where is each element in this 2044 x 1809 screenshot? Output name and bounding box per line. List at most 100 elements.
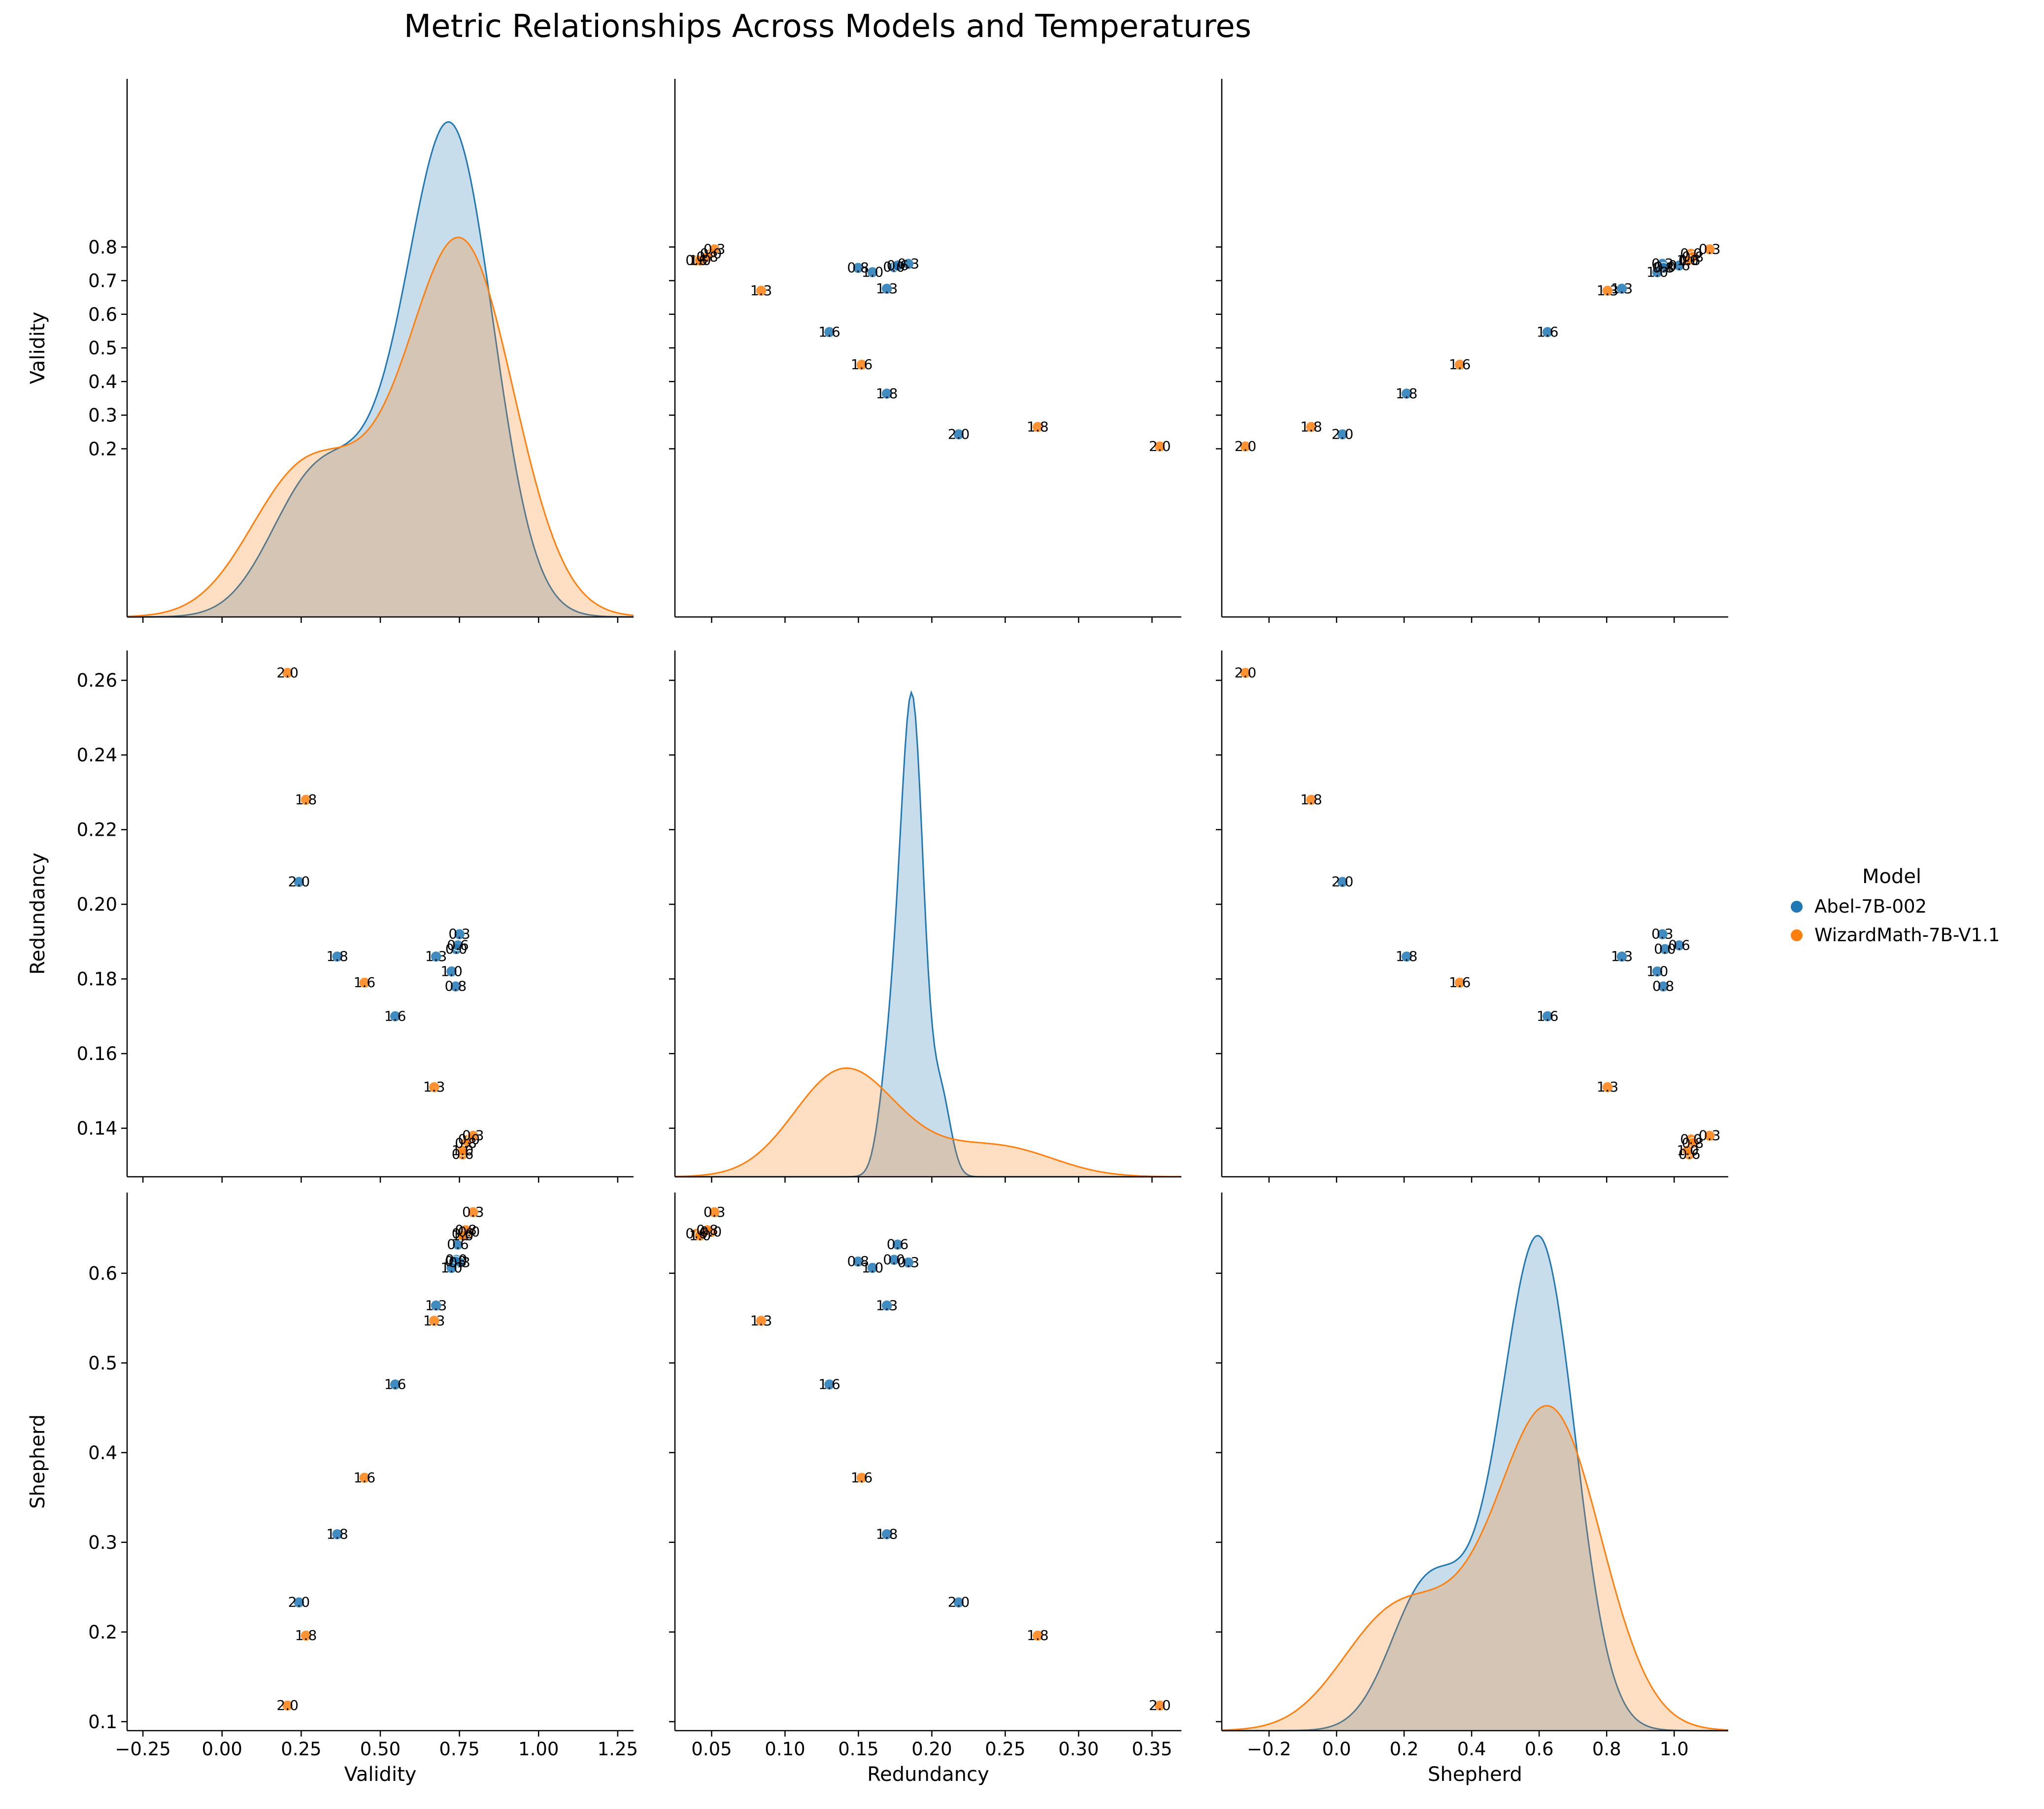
- point-label-wizardmath-0.0: 0.0: [700, 245, 722, 262]
- point-abel-1.0: [867, 1262, 878, 1274]
- point-label-wizardmath-0.3: 0.3: [704, 241, 726, 257]
- point-abel-0.0: [1659, 943, 1671, 955]
- point-abel-1.6: [1541, 1010, 1554, 1023]
- point-label-wizardmath-0.0: 0.0: [458, 1224, 480, 1240]
- point-label-wizardmath-1.6: 1.6: [851, 356, 873, 373]
- point-label-abel-0.3: 0.3: [1651, 255, 1674, 272]
- point-label-wizardmath-0.6: 0.6: [1678, 252, 1701, 269]
- point-label-abel-0.6: 0.6: [447, 1236, 469, 1253]
- y-tick-label: 0.5: [88, 338, 117, 359]
- point-label-wizardmath-0.6: 0.6: [685, 252, 707, 269]
- point-label-abel-0.6: 0.6: [447, 937, 469, 953]
- kde-line-wizardmath-shepherd: [1221, 1405, 1729, 1731]
- point-wizardmath-1.0: [694, 254, 706, 267]
- point-abel-1.6: [823, 1378, 836, 1391]
- point-label-wizardmath-1.8: 1.8: [1300, 418, 1322, 435]
- panel-shepherd-vs-redundancy: 0.00.30.60.81.01.31.61.82.00.00.30.60.81…: [669, 1193, 1181, 1786]
- point-label-abel-1.8: 1.8: [326, 948, 348, 964]
- point-label-abel-0.0: 0.0: [1654, 259, 1676, 275]
- point-wizardmath-1.6: [1454, 977, 1466, 989]
- point-wizardmath-1.3: [1602, 1081, 1613, 1093]
- point-wizardmath-1.0: [457, 1229, 469, 1242]
- point-label-wizardmath-1.3: 1.3: [750, 282, 772, 299]
- panel-shepherd-vs-shepherd: −0.2 0.0 0.2 0.4 0.6 0.8 1.0 Shepherd: [1216, 1193, 1729, 1786]
- point-label-abel-1.3: 1.3: [425, 1297, 447, 1313]
- point-label-wizardmath-0.3: 0.3: [1699, 1127, 1721, 1144]
- x-tick-label: 0.50: [360, 1739, 401, 1760]
- point-label-abel-1.0: 1.0: [1646, 264, 1669, 280]
- point-abel-1.6: [389, 1010, 401, 1023]
- x-tick-label: 0.25: [985, 1739, 1025, 1760]
- point-label-abel-2.0: 2.0: [948, 426, 970, 442]
- point-label-abel-0.8: 0.8: [847, 260, 870, 276]
- point-label-wizardmath-0.3: 0.3: [462, 1204, 484, 1220]
- point-abel-0.6: [892, 1238, 904, 1251]
- point-abel-0.8: [852, 1256, 864, 1267]
- x-axis-label-redundancy: Redundancy: [867, 1763, 989, 1786]
- point-abel-1.8: [881, 1528, 893, 1540]
- point-label-wizardmath-0.6: 0.6: [452, 1226, 474, 1242]
- x-tick-label: 0.0: [1322, 1739, 1351, 1760]
- point-label-wizardmath-1.6: 1.6: [354, 1469, 376, 1486]
- point-label-wizardmath-1.0: 1.0: [1677, 1142, 1699, 1159]
- x-tick-label: 0.20: [911, 1739, 952, 1760]
- point-label-wizardmath-0.6: 0.6: [1678, 1146, 1701, 1162]
- point-label-wizardmath-0.8: 0.8: [455, 1222, 477, 1238]
- point-wizardmath-1.8: [1032, 1630, 1044, 1641]
- point-abel-1.0: [1651, 965, 1663, 978]
- point-label-wizardmath-1.6: 1.6: [1449, 356, 1471, 373]
- x-tick-label: 0.30: [1058, 1739, 1099, 1760]
- x-tick-label: 0.4: [1457, 1739, 1486, 1760]
- point-abel-1.0: [445, 1262, 458, 1274]
- point-abel-1.0: [1651, 266, 1663, 278]
- point-label-wizardmath-1.8: 1.8: [295, 791, 317, 808]
- point-label-wizardmath-1.0: 1.0: [689, 252, 711, 269]
- point-wizardmath-1.6: [1454, 359, 1466, 371]
- point-label-abel-1.8: 1.8: [326, 1526, 348, 1542]
- point-label-wizardmath-0.8: 0.8: [1682, 1135, 1704, 1151]
- point-label-abel-2.0: 2.0: [948, 1594, 970, 1610]
- point-wizardmath-2.0: [1154, 441, 1166, 452]
- legend-marker-abel: [1791, 901, 1803, 913]
- point-abel-2.0: [293, 876, 305, 888]
- point-abel-1.8: [881, 388, 893, 400]
- x-tick-label: −0.25: [115, 1739, 170, 1760]
- point-wizardmath-1.3: [755, 285, 767, 297]
- y-tick-label: 0.6: [88, 1263, 117, 1284]
- y-tick-label: 0.7: [88, 271, 117, 292]
- point-wizardmath-1.3: [755, 1315, 767, 1327]
- point-label-abel-1.3: 1.3: [1611, 280, 1633, 297]
- point-label-abel-0.8: 0.8: [445, 978, 467, 994]
- point-label-wizardmath-2.0: 2.0: [1149, 1697, 1171, 1713]
- point-wizardmath-1.0: [694, 1229, 706, 1242]
- point-label-abel-0.3: 0.3: [448, 926, 470, 942]
- panel-redundancy-vs-redundancy: [669, 650, 1182, 1183]
- point-abel-0.6: [452, 939, 464, 952]
- point-wizardmath-2.0: [1240, 441, 1251, 452]
- point-label-abel-0.8: 0.8: [847, 1253, 870, 1269]
- point-label-wizardmath-1.8: 1.8: [1300, 791, 1322, 808]
- panel-validity-vs-validity: 0.2 0.3 0.4 0.5 0.6 0.7 0.8 Validity: [27, 79, 634, 623]
- x-tick-label: 0.75: [439, 1739, 479, 1760]
- point-label-abel-1.6: 1.6: [384, 1008, 406, 1024]
- point-abel-1.6: [389, 1378, 401, 1391]
- point-label-abel-1.0: 1.0: [440, 1260, 463, 1276]
- point-wizardmath-2.0: [1240, 667, 1251, 679]
- point-wizardmath-1.6: [359, 977, 370, 989]
- point-abel-0.3: [1656, 928, 1669, 940]
- point-abel-1.3: [430, 1299, 442, 1312]
- point-label-wizardmath-1.3: 1.3: [750, 1312, 772, 1329]
- point-abel-0.8: [1657, 980, 1669, 992]
- panel-shepherd-vs-validity: 0.00.30.60.81.01.31.61.82.00.00.30.60.81…: [27, 1193, 638, 1786]
- point-wizardmath-1.0: [1682, 254, 1694, 267]
- point-label-wizardmath-1.0: 1.0: [689, 1227, 711, 1243]
- x-tick-label: 0.25: [281, 1739, 321, 1760]
- panel-validity-vs-redundancy: 0.00.30.60.81.01.31.61.82.00.00.30.60.81…: [669, 79, 1181, 623]
- point-label-abel-1.3: 1.3: [876, 1297, 898, 1313]
- point-label-wizardmath-0.0: 0.0: [700, 1224, 722, 1240]
- point-label-abel-0.3: 0.3: [1651, 926, 1674, 942]
- x-tick-label: 1.25: [598, 1739, 638, 1760]
- point-wizardmath-1.8: [300, 794, 312, 806]
- point-abel-0.6: [1673, 260, 1685, 272]
